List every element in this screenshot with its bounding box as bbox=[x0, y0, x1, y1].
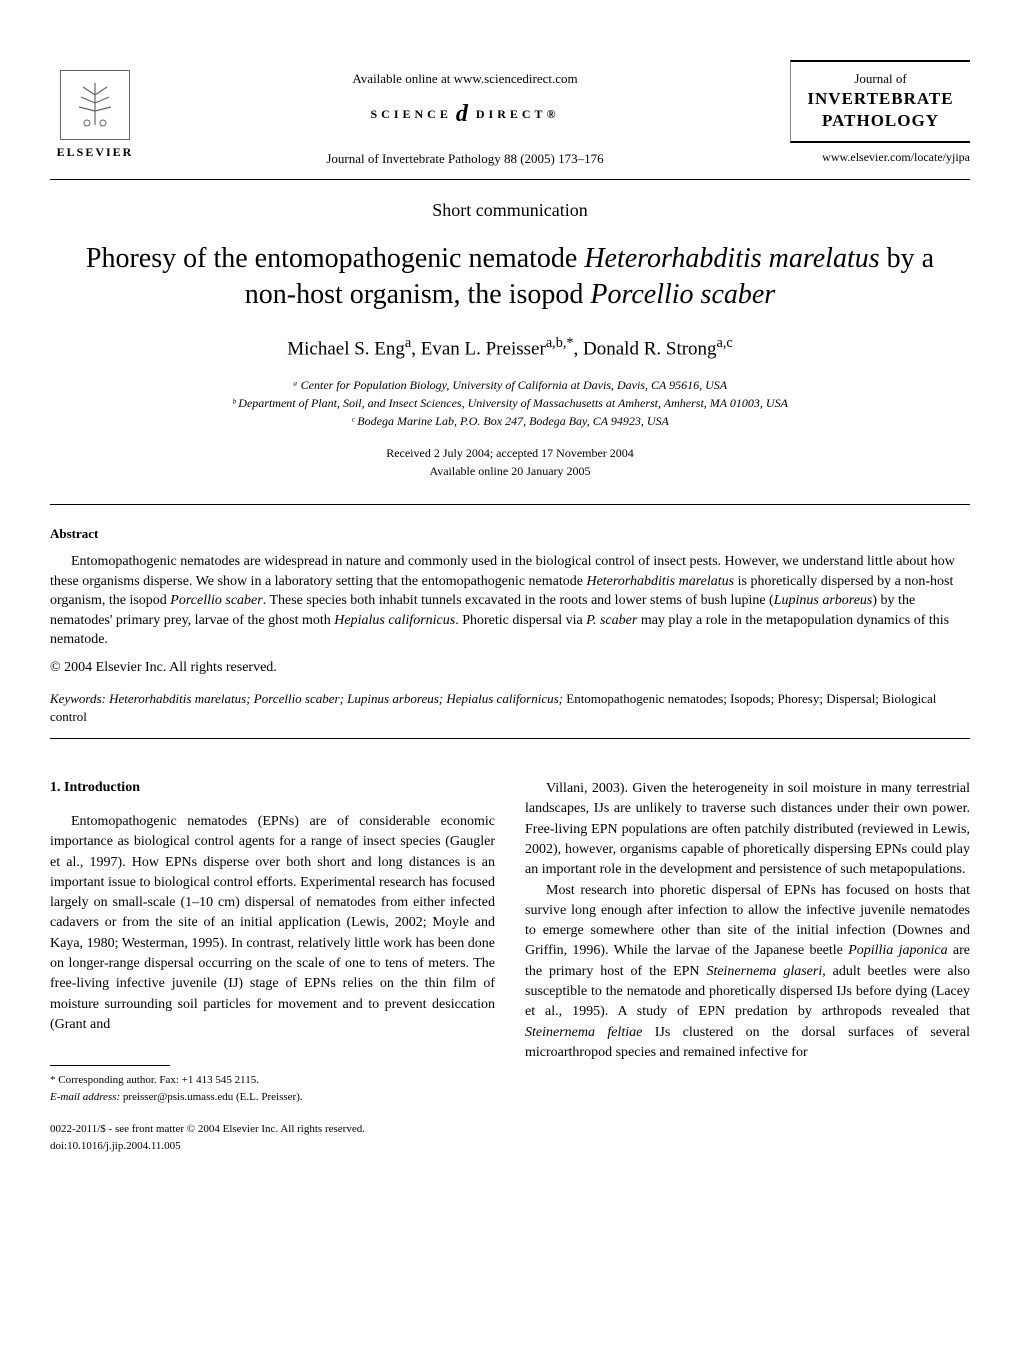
article-type: Short communication bbox=[50, 198, 970, 222]
intro-para-1: Entomopathogenic nematodes (EPNs) are of… bbox=[50, 812, 495, 1035]
center-header: Available online at www.sciencedirect.co… bbox=[140, 60, 790, 167]
science-direct-logo: SCIENCE d DIRECT® bbox=[140, 98, 790, 130]
affiliation-c: ᶜ Bodega Marine Lab, P.O. Box 247, Bodeg… bbox=[50, 412, 970, 430]
journal-box-line1: Journal of bbox=[801, 70, 960, 88]
footnote-email: E-mail address: preisser@psis.umass.edu … bbox=[50, 1089, 495, 1106]
footnote-rule bbox=[50, 1065, 170, 1066]
available-date: Available online 20 January 2005 bbox=[50, 462, 970, 480]
email-value: preisser@psis.umass.edu (E.L. Preisser). bbox=[123, 1091, 303, 1103]
journal-title-box: Journal of INVERTEBRATE PATHOLOGY bbox=[790, 60, 970, 143]
email-label: E-mail address: bbox=[50, 1091, 120, 1103]
abstract-body: Entomopathogenic nematodes are widesprea… bbox=[50, 552, 970, 650]
article-title: Phoresy of the entomopathogenic nematode… bbox=[80, 241, 940, 314]
header-rule bbox=[50, 179, 970, 180]
abstract-top-rule bbox=[50, 504, 970, 505]
authors: Michael S. Enga, Evan L. Preissera,b,*, … bbox=[50, 334, 970, 362]
journal-box-wrap: Journal of INVERTEBRATE PATHOLOGY www.el… bbox=[790, 60, 970, 166]
header-row: ELSEVIER Available online at www.science… bbox=[50, 60, 970, 167]
abstract-copyright: © 2004 Elsevier Inc. All rights reserved… bbox=[50, 658, 970, 678]
affiliation-b: ᵇ Department of Plant, Soil, and Insect … bbox=[50, 394, 970, 412]
publisher-logo: ELSEVIER bbox=[50, 60, 140, 160]
available-online-text: Available online at www.sciencedirect.co… bbox=[140, 70, 790, 88]
footer-block: 0022-2011/$ - see front matter © 2004 El… bbox=[50, 1121, 495, 1154]
column-right: Villani, 2003). Given the heterogeneity … bbox=[525, 779, 970, 1154]
abstract-label: Abstract bbox=[50, 525, 970, 543]
journal-reference: Journal of Invertebrate Pathology 88 (20… bbox=[140, 150, 790, 168]
col2-para-2: Most research into phoretic dispersal of… bbox=[525, 881, 970, 1064]
body-columns: 1. Introduction Entomopathogenic nematod… bbox=[50, 779, 970, 1154]
column-left: 1. Introduction Entomopathogenic nematod… bbox=[50, 779, 495, 1154]
journal-box-line2: INVERTEBRATE bbox=[801, 88, 960, 111]
science-word: SCIENCE bbox=[371, 106, 452, 122]
d-mark-icon: d bbox=[456, 98, 472, 130]
direct-word: DIRECT® bbox=[476, 106, 560, 122]
article-dates: Received 2 July 2004; accepted 17 Novemb… bbox=[50, 444, 970, 480]
journal-url: www.elsevier.com/locate/yjipa bbox=[790, 149, 970, 165]
front-matter: 0022-2011/$ - see front matter © 2004 El… bbox=[50, 1121, 495, 1138]
keywords: Keywords: Heterorhabditis marelatus; Por… bbox=[50, 690, 970, 726]
elsevier-tree-icon bbox=[60, 70, 130, 140]
publisher-name: ELSEVIER bbox=[57, 144, 134, 160]
received-date: Received 2 July 2004; accepted 17 Novemb… bbox=[50, 444, 970, 462]
abstract-bottom-rule bbox=[50, 738, 970, 739]
doi: doi:10.1016/j.jip.2004.11.005 bbox=[50, 1138, 495, 1155]
affiliation-a: ᵃ Center for Population Biology, Univers… bbox=[50, 376, 970, 394]
intro-heading: 1. Introduction bbox=[50, 779, 495, 798]
col2-para-1: Villani, 2003). Given the heterogeneity … bbox=[525, 779, 970, 880]
journal-box-line3: PATHOLOGY bbox=[801, 110, 960, 133]
footnote-corresponding: * Corresponding author. Fax: +1 413 545 … bbox=[50, 1072, 495, 1089]
